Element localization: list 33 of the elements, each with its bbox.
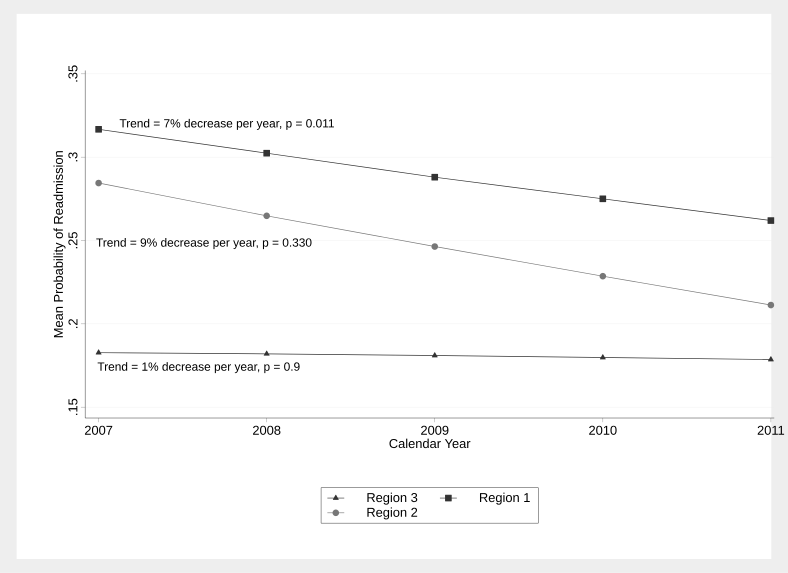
x-tick-label: 2009 [421, 426, 448, 435]
legend-label: Region 1 [480, 492, 530, 505]
x-tick-label: 2007 [84, 426, 112, 435]
point [95, 126, 102, 133]
x-tick-label: 2008 [253, 426, 280, 435]
point [768, 302, 774, 308]
point [431, 243, 438, 250]
point [263, 212, 270, 220]
point [768, 356, 774, 362]
point [432, 352, 438, 358]
point [263, 150, 270, 157]
y-tick-label: .35 [68, 65, 78, 82]
y-tick-label: .15 [68, 398, 78, 415]
point [600, 272, 606, 280]
x-tick-label: 2010 [589, 426, 617, 435]
annotation: Trend = 7% decrease per year, p = 0.011 [120, 118, 334, 130]
legend-label: Region 2 [367, 507, 418, 520]
x-tick-label: 2011 [758, 426, 784, 435]
y-tick-label: .2 [68, 319, 78, 328]
point [768, 217, 774, 224]
point [431, 174, 438, 181]
point [264, 350, 270, 356]
legend-label: Region 3 [367, 492, 418, 505]
point [600, 196, 606, 202]
y-axis-title: Mean Probability of Readmission [54, 151, 66, 338]
y-tick-label: .3 [68, 152, 78, 162]
point [95, 180, 102, 186]
annotation: Trend = 1% decrease per year, p = 0.9 [98, 362, 300, 374]
x-axis-title: Calendar Year [389, 438, 470, 448]
annotation: Trend = 9% decrease per year, p = 0.330 [96, 238, 312, 250]
point [96, 349, 102, 355]
y-tick-label: .25 [68, 232, 78, 248]
point [600, 354, 606, 360]
